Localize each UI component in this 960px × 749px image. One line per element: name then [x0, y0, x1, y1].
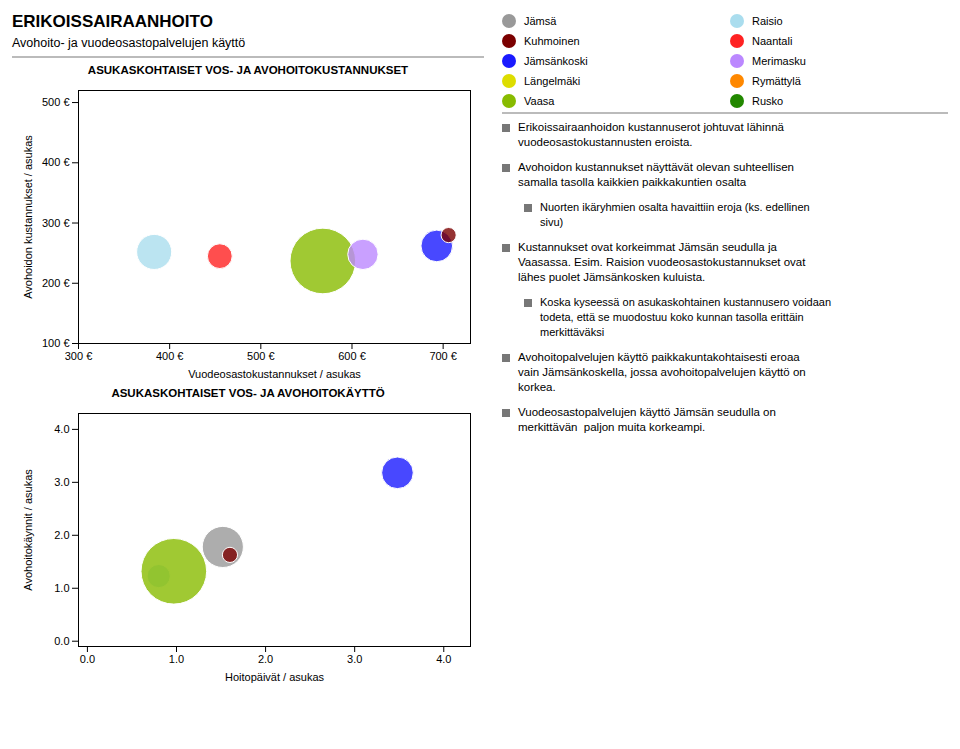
html-text:Nuorten ikäryhmien osalta hava: Nuorten ikäryhmien osalta havaittiin ero…: [540, 201, 810, 213]
html-text:Avohoitopalvelujen käyttö paik: Avohoitopalvelujen käyttö paikkakuntakoh…: [518, 351, 800, 363]
svg-text:600 €: 600 €: [338, 350, 366, 362]
html-text:merkittäväksi: merkittäväksi: [540, 326, 605, 338]
html-text:Naantali: Naantali: [752, 35, 793, 47]
svg-text:100 €: 100 €: [42, 337, 70, 349]
svg-text:400 €: 400 €: [42, 156, 70, 168]
svg-text:200 €: 200 €: [42, 277, 70, 289]
svg-text:Vuodeosastokustannukset / asuk: Vuodeosastokustannukset / asukas: [188, 368, 361, 380]
html-text:Kuhmoinen: Kuhmoinen: [524, 35, 580, 47]
svg-text:2.0: 2.0: [54, 529, 69, 541]
html-text:Avohoito- ja vuodeosastopalvel: Avohoito- ja vuodeosastopalvelujen käytt…: [12, 36, 246, 50]
svg-text:3.0: 3.0: [347, 653, 362, 665]
svg-text:300 €: 300 €: [65, 350, 93, 362]
svg-text:400 €: 400 €: [156, 350, 184, 362]
html-text:Jämsä: Jämsä: [524, 15, 557, 27]
html-text:Koska kyseessä on asukaskohtai: Koska kyseessä on asukaskohtainen kustan…: [540, 296, 832, 308]
html-text:merkittävän paljon muita korke: merkittävän paljon muita korkeampi.: [518, 421, 706, 433]
html-text:sivu): sivu): [540, 216, 564, 228]
svg-text:300 €: 300 €: [42, 217, 70, 229]
html-text:Kustannukset ovat korkeimmat J: Kustannukset ovat korkeimmat Jämsän seud…: [518, 241, 777, 253]
html-text:Vaasassa. Esim. Raision vuodeo: Vaasassa. Esim. Raision vuodeosastokusta…: [518, 256, 806, 268]
svg-text:Avohoidon kustannukset / asuka: Avohoidon kustannukset / asukas: [22, 135, 34, 299]
svg-text:4.0: 4.0: [436, 653, 451, 665]
html-text:Jämsänkoski: Jämsänkoski: [524, 55, 588, 67]
html-text:Erikoissairaanhoidon kustannus: Erikoissairaanhoidon kustannuserot johtu…: [518, 121, 784, 133]
svg-text:700 €: 700 €: [429, 350, 457, 362]
svg-text:0.0: 0.0: [80, 653, 95, 665]
svg-text:500 €: 500 €: [247, 350, 275, 362]
html-text:Rymättylä: Rymättylä: [752, 75, 801, 87]
html-text:Merimasku: Merimasku: [752, 55, 806, 67]
html-text:ASUKASKOHTAISET VOS- JA AVOHOI: ASUKASKOHTAISET VOS- JA AVOHOITOKUSTANNU…: [87, 64, 409, 76]
html-text:vain Jämsänkoskella, jossa avo: vain Jämsänkoskella, jossa avohoitopalve…: [518, 366, 806, 378]
html-text:Raisio: Raisio: [752, 15, 783, 27]
html-text:Avohoidon kustannukset näyttäv: Avohoidon kustannukset näyttävät olevan …: [518, 161, 794, 173]
svg-text:1.0: 1.0: [54, 582, 69, 594]
svg-text:1.0: 1.0: [169, 653, 184, 665]
html-text:Rusko: Rusko: [752, 95, 784, 107]
html-text:ERIKOISSAIRAANHOITO: ERIKOISSAIRAANHOITO: [12, 12, 213, 31]
html-text:lähes puolet Jämsänkosken kulu: lähes puolet Jämsänkosken kuluista.: [518, 271, 706, 283]
html-text:samalla tasolla kaikkien paikk: samalla tasolla kaikkien paikkakuntien o…: [518, 176, 747, 188]
html-text:Längelmäki: Längelmäki: [524, 75, 581, 87]
html-text:Vuodeosastopalvelujen käyttö J: Vuodeosastopalvelujen käyttö Jämsän seud…: [518, 406, 776, 418]
html-text:Vaasa: Vaasa: [524, 95, 555, 107]
svg-text:Hoitopäivät / asukas: Hoitopäivät / asukas: [225, 671, 325, 683]
svg-text:Avohoitokäynnit / asukas: Avohoitokäynnit / asukas: [22, 469, 34, 591]
html-text:ASUKASKOHTAISET VOS- JA AVOHOI: ASUKASKOHTAISET VOS- JA AVOHOITOKÄYTTÖ: [111, 387, 385, 399]
html-text:todeta, että se muodostuu koko: todeta, että se muodostuu koko kunnan ta…: [540, 311, 804, 323]
svg-text:2.0: 2.0: [258, 653, 273, 665]
svg-text:0.0: 0.0: [54, 635, 69, 647]
svg-text:500 €: 500 €: [42, 96, 70, 108]
svg-text:3.0: 3.0: [54, 476, 69, 488]
svg-text:4.0: 4.0: [54, 423, 69, 435]
html-text:vuodeosastokustannusten eroist: vuodeosastokustannusten eroista.: [518, 136, 693, 148]
html-text:korkea.: korkea.: [518, 381, 556, 393]
